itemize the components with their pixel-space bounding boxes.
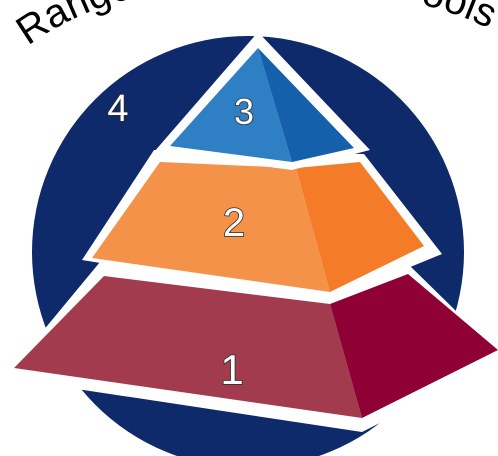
tier-2-side bbox=[296, 162, 424, 292]
tier-3-side bbox=[258, 48, 354, 162]
tier-1-side bbox=[330, 274, 498, 418]
tier-1 bbox=[4, 262, 498, 432]
tier-3-label: 3 bbox=[234, 91, 254, 132]
tier-1-front bbox=[14, 276, 362, 418]
tier-3 bbox=[154, 32, 370, 170]
tier-2-front bbox=[92, 162, 330, 292]
tier-2-label: 2 bbox=[223, 201, 245, 245]
tier-1-label: 1 bbox=[220, 346, 243, 393]
title-fragment-right: ools bbox=[418, 0, 498, 37]
tier-3-front bbox=[170, 48, 292, 162]
outer-label: 4 bbox=[107, 88, 128, 130]
title-fragment-left: Range bbox=[9, 0, 137, 53]
tier-2 bbox=[82, 150, 442, 300]
